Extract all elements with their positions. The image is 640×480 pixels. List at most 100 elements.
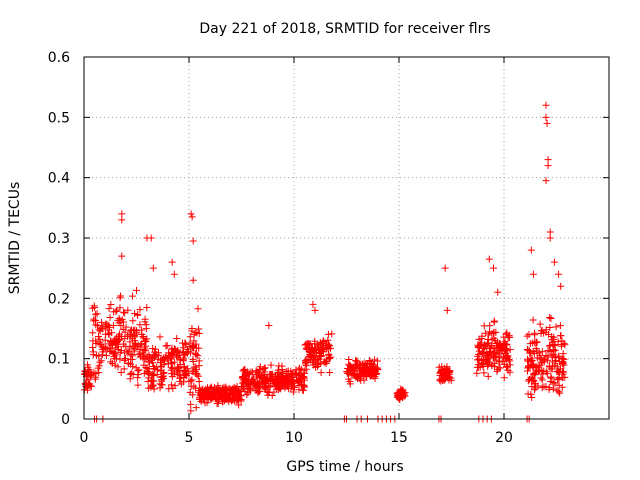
data-point: [542, 177, 550, 185]
data-point: [143, 303, 151, 311]
data-point: [397, 387, 405, 395]
data-point: [149, 359, 157, 367]
y-tick-label: 0.3: [48, 231, 70, 247]
data-point: [371, 356, 379, 364]
data-point: [546, 323, 554, 331]
data-point: [188, 324, 196, 332]
data-point: [256, 366, 264, 374]
data-point: [542, 113, 550, 121]
data-point: [168, 359, 176, 367]
data-point: [240, 373, 248, 381]
data-point: [299, 386, 307, 394]
data-point: [220, 383, 228, 391]
data-point: [241, 378, 249, 386]
data-point: [105, 305, 113, 313]
data-point: [532, 384, 540, 392]
data-point: [142, 325, 150, 333]
data-point: [553, 368, 561, 376]
data-point: [121, 342, 129, 350]
data-point: [187, 400, 195, 408]
data-point: [129, 317, 137, 325]
data-point: [349, 371, 357, 379]
data-point: [81, 370, 89, 378]
data-point: [139, 349, 147, 357]
data-point: [535, 366, 543, 374]
data-point: [116, 349, 124, 357]
data-point: [555, 352, 563, 360]
y-axis-label: SRMTID / TECUs: [7, 182, 23, 295]
data-point: [209, 394, 217, 402]
data-point: [84, 376, 92, 384]
data-point: [311, 346, 319, 354]
data-point: [557, 332, 565, 340]
data-point: [474, 352, 482, 360]
data-point: [480, 322, 488, 330]
data-point: [192, 340, 200, 348]
data-point: [545, 362, 553, 370]
data-point: [557, 342, 565, 350]
data-point: [97, 324, 105, 332]
data-point: [298, 373, 306, 381]
data-point: [94, 364, 102, 372]
data-point: [116, 294, 124, 302]
data-point: [531, 371, 539, 379]
data-point: [187, 382, 195, 390]
data-point: [343, 368, 351, 376]
data-point: [131, 309, 139, 317]
data-point: [138, 326, 146, 334]
data-point: [134, 381, 142, 389]
data-point: [186, 333, 194, 341]
data-point: [175, 367, 183, 375]
data-point: [114, 363, 122, 371]
data-point: [527, 373, 535, 381]
data-point: [538, 348, 546, 356]
data-point: [114, 336, 122, 344]
data-point: [238, 383, 246, 391]
data-point: [366, 366, 374, 374]
data-point: [354, 357, 362, 365]
data-point: [116, 304, 124, 312]
data-point: [261, 371, 269, 379]
data-point: [487, 344, 495, 352]
data-point: [115, 315, 123, 323]
y-tick-label: 0.2: [48, 291, 70, 307]
y-tick-label: 0.6: [48, 50, 70, 66]
data-point: [119, 325, 127, 333]
data-point: [267, 361, 275, 369]
data-point: [173, 334, 181, 342]
y-tick-label: 0: [61, 412, 70, 428]
data-point: [537, 374, 545, 382]
data-point: [102, 330, 110, 338]
data-point: [179, 348, 187, 356]
data-point: [136, 321, 144, 329]
data-point: [302, 365, 310, 373]
data-point: [194, 305, 202, 313]
data-point: [291, 370, 299, 378]
data-point: [81, 380, 89, 388]
data-point: [479, 345, 487, 353]
data-point: [134, 371, 142, 379]
data-point: [309, 300, 317, 308]
data-point: [102, 322, 110, 330]
data-point: [90, 369, 98, 377]
data-point: [226, 391, 234, 399]
data-point: [503, 340, 511, 348]
x-tick-label: 15: [390, 430, 408, 446]
data-point: [129, 292, 137, 300]
data-point: [112, 308, 120, 316]
data-point: [540, 367, 548, 375]
data-point: [484, 351, 492, 359]
data-point: [239, 367, 247, 375]
data-point: [295, 364, 303, 372]
data-point: [473, 369, 481, 377]
data-point: [160, 375, 168, 383]
data-point: [394, 393, 402, 401]
data-point: [92, 337, 100, 345]
data-point: [169, 365, 177, 373]
data-point: [475, 350, 483, 358]
data-point: [190, 331, 198, 339]
data-point: [528, 394, 536, 402]
data-point: [130, 344, 138, 352]
data-point: [531, 331, 539, 339]
data-point: [366, 372, 374, 380]
